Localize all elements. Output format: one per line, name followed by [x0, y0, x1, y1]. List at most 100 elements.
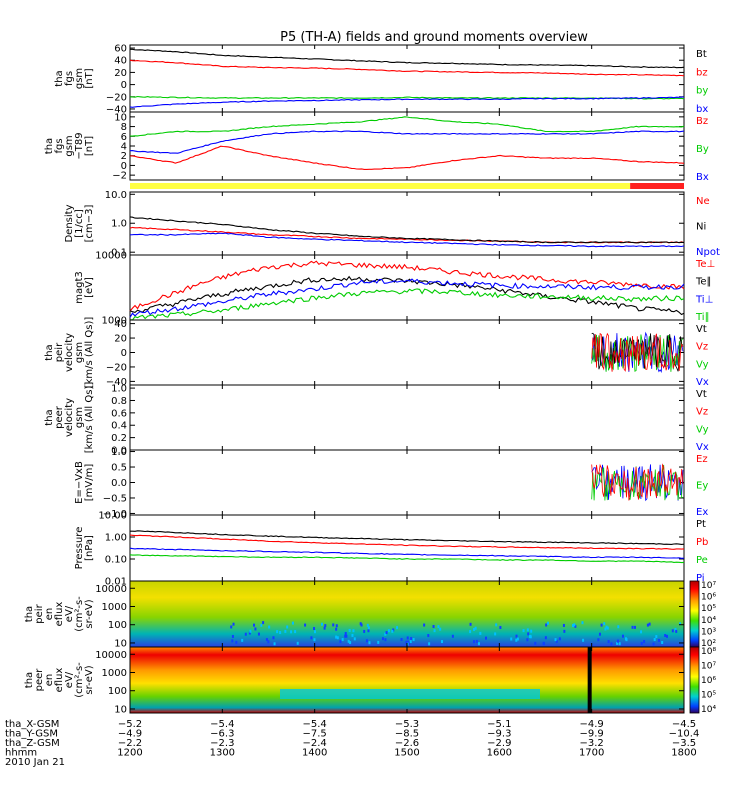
spectrogram-speckle [291, 621, 294, 625]
spectrogram-speckle [631, 625, 634, 629]
y-tick-label: 20 [114, 334, 127, 345]
spectrogram-speckle [387, 629, 390, 633]
x-tick-label: −5.3 [395, 719, 419, 730]
y-tick-label: 10 [114, 704, 127, 715]
colorbar-tick-label: 10⁵ [701, 691, 716, 701]
legend-label: Vy [696, 424, 709, 435]
spectrogram-speckle [363, 629, 366, 633]
x-tick-label: −2.6 [395, 738, 419, 749]
x-tick-label: −4.9 [118, 729, 142, 740]
y-tick-label: 6 [121, 132, 127, 143]
spectrogram-speckle [433, 629, 436, 633]
spectrogram-speckle [231, 639, 234, 643]
spectrogram-speckle [546, 621, 549, 625]
spectrogram-speckle [522, 629, 525, 633]
legend-label: Ti∥ [695, 312, 710, 323]
y-tick-label: 2 [121, 151, 127, 162]
legend-label: Te∥ [695, 277, 712, 288]
panel-frame [129, 111, 685, 181]
spectrogram-speckle [320, 622, 323, 626]
panel-frame [129, 384, 685, 451]
legend-label: Vz [696, 407, 708, 418]
spectrogram-speckle [348, 628, 351, 632]
spectrogram-speckle [516, 637, 519, 641]
y-tick-label: 40 [114, 319, 127, 330]
y-axis-label: Pressure [74, 527, 85, 570]
series-line-Pi [129, 547, 685, 559]
y-axis-label: tha [24, 672, 35, 688]
y-tick-label: −1.0 [103, 509, 127, 520]
spectrogram-speckle [353, 637, 356, 641]
x-row-label: tha_Z-GSM [5, 738, 60, 749]
spectrogram-speckle [352, 629, 355, 633]
y-axis-label: gsm [64, 135, 75, 156]
panel-peer_spec: 10⁸ 10⁷ 10⁶ 10⁵ 10⁴ 10000 1000 100 10 tha peer en ef… [24, 646, 716, 715]
y-axis-label: eflux [54, 668, 65, 693]
x-tick-label: −9.3 [487, 729, 511, 740]
spectrogram-speckle [232, 622, 235, 626]
spectrogram-speckle [648, 622, 651, 626]
y-axis-label: tha [44, 344, 55, 360]
x-tick-label: −6.3 [210, 729, 234, 740]
x-tick-label: −9.9 [580, 729, 604, 740]
spectrogram-speckle [473, 627, 476, 631]
spectrogram-speckle [530, 629, 533, 633]
y-axis-label: −T89 [74, 132, 85, 159]
spectrogram-speckle [515, 638, 518, 642]
x-tick-label: −2.2 [118, 738, 142, 749]
y-axis-label: [nT] [84, 68, 95, 88]
legend-label: Pb [696, 537, 708, 548]
panel-frame [129, 449, 685, 516]
series-line-Bx [129, 130, 685, 154]
panel-peir_velocity: 40 20 0 −20 −40 tha peir velocity gsm [km/s (All … [44, 317, 709, 389]
legend-label: Npot [696, 247, 720, 258]
x-tick-label: −2.3 [210, 738, 234, 749]
spectrogram-speckle [582, 638, 585, 642]
spectrogram-speckle [407, 640, 410, 644]
legend-label: Bt [696, 49, 707, 60]
spectrogram-speckle [344, 631, 347, 635]
y-tick-label: 1.00 [105, 533, 127, 544]
mode-bar-segment [630, 183, 684, 189]
series-line-Pb [129, 534, 685, 550]
colorbar [689, 580, 700, 648]
legend-label: Vz [696, 342, 708, 353]
y-tick-label: 20 [114, 68, 127, 79]
spectrogram-speckle [385, 631, 388, 635]
x-tick-label: −4.9 [580, 719, 604, 730]
spectrogram-speckle [244, 632, 247, 636]
spectrogram-speckle [230, 625, 233, 629]
legend-label: Vx [696, 377, 709, 388]
y-axis-label: peer [54, 405, 65, 429]
y-tick-label: 4 [121, 142, 127, 153]
spectrogram-speckle [655, 635, 658, 639]
x-tick-label: −5.4 [210, 719, 234, 730]
spectrogram-speckle [409, 640, 412, 644]
y-tick-label: −2 [112, 171, 127, 182]
spectrogram-speckle [241, 638, 244, 642]
spectrogram-speckle [347, 639, 350, 643]
legend-label: Vt [696, 389, 707, 400]
series-line-Pe [129, 554, 685, 564]
y-tick-label: 0.0 [111, 478, 127, 489]
colorbar-tick-label: 10⁷ [701, 581, 716, 591]
y-axis-label: [km/s (All Qs)] [84, 382, 95, 454]
spectrogram-speckle [472, 640, 475, 644]
spectrogram-speckle [273, 642, 276, 646]
y-tick-label: 0 [121, 80, 127, 91]
spectrogram-speckle [606, 626, 609, 630]
series-line-bx [129, 96, 685, 108]
spectrogram-speckle [617, 625, 620, 629]
spectrogram-speckle [653, 637, 656, 641]
spectrogram-speckle [284, 629, 287, 633]
x-tick-label: −5.1 [487, 719, 511, 730]
x-tick-label: −2.4 [303, 738, 327, 749]
y-tick-label: 1.0 [111, 219, 127, 230]
legend-label: Pi [696, 573, 705, 584]
spectrogram-speckle [604, 627, 607, 631]
y-axis-label: [1/cc] [74, 209, 85, 238]
spectrogram-speckle [314, 630, 317, 634]
spectrogram-speckle [366, 623, 369, 627]
y-axis-label: sr-eV) [84, 599, 95, 628]
spectrogram-speckle [665, 634, 668, 638]
